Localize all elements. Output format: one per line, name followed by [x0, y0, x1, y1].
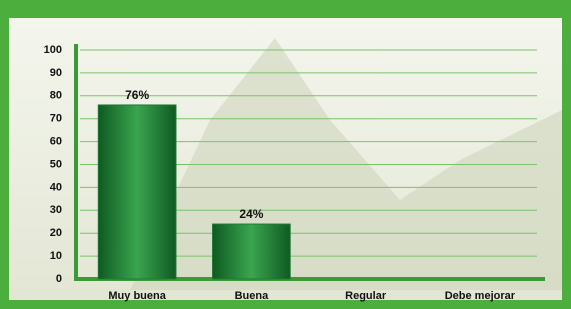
x-tick-label: Buena	[235, 290, 270, 302]
x-tick-label: Regular	[345, 290, 387, 302]
page: {"chart_data": {"type": "bar", "categori…	[0, 0, 571, 309]
y-tick-label: 90	[50, 67, 62, 79]
bar	[98, 105, 176, 279]
y-tick-label: 20	[50, 227, 62, 239]
y-tick-label: 50	[50, 158, 62, 170]
y-tick-label: 80	[50, 90, 62, 102]
x-tick-label: Debe mejorar	[445, 290, 516, 302]
value-label: 76%	[125, 88, 149, 102]
x-tick-label: Muy buena	[108, 290, 166, 302]
y-tick-label: 0	[56, 273, 62, 285]
y-tick-label: 70	[50, 113, 62, 125]
value-label: 24%	[239, 207, 263, 221]
y-tick-label: 30	[50, 204, 62, 216]
chart: 0 10 20 30 40 50 60 70 80 90 100 Muy buena 76% Buena 2…	[0, 0, 571, 309]
y-tick-label: 10	[50, 250, 62, 262]
bar	[213, 224, 291, 279]
y-tick-label: 40	[50, 181, 62, 193]
y-tick-label: 60	[50, 136, 62, 148]
y-tick-label: 100	[44, 44, 62, 56]
